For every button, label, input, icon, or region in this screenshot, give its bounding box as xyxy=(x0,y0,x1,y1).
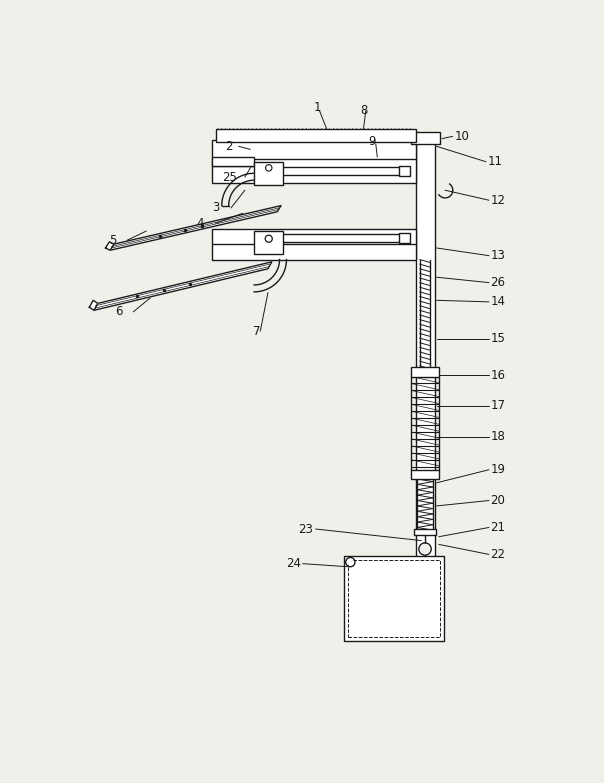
Text: 1: 1 xyxy=(314,101,322,114)
Text: 23: 23 xyxy=(298,522,313,536)
Text: 25: 25 xyxy=(222,171,237,184)
Bar xyxy=(212,140,416,182)
Text: 12: 12 xyxy=(490,193,506,207)
Text: 16: 16 xyxy=(490,369,506,381)
Bar xyxy=(411,470,439,479)
Text: 5: 5 xyxy=(109,234,117,247)
Text: 26: 26 xyxy=(490,276,506,289)
Bar xyxy=(216,128,416,143)
Circle shape xyxy=(267,166,271,170)
Text: 20: 20 xyxy=(490,494,506,507)
Polygon shape xyxy=(89,301,98,310)
Text: 15: 15 xyxy=(490,332,506,345)
Bar xyxy=(212,229,416,259)
Bar xyxy=(212,157,254,166)
Text: 13: 13 xyxy=(490,249,506,262)
Text: 21: 21 xyxy=(490,521,506,534)
Circle shape xyxy=(421,545,429,553)
Text: 19: 19 xyxy=(490,464,506,476)
Polygon shape xyxy=(110,206,281,251)
Bar xyxy=(348,560,440,637)
Text: 8: 8 xyxy=(361,104,368,117)
Text: 6: 6 xyxy=(115,305,123,319)
Text: 17: 17 xyxy=(490,399,506,413)
Circle shape xyxy=(266,164,272,171)
Polygon shape xyxy=(106,242,114,251)
Bar xyxy=(399,165,410,176)
Bar xyxy=(416,140,435,593)
Bar xyxy=(414,529,436,535)
Text: 11: 11 xyxy=(487,155,503,168)
Text: 18: 18 xyxy=(490,430,506,443)
Bar xyxy=(344,556,445,640)
Text: 9: 9 xyxy=(368,135,376,148)
Text: 22: 22 xyxy=(490,548,506,561)
Bar xyxy=(411,367,439,377)
Text: 3: 3 xyxy=(212,201,219,215)
Bar xyxy=(254,162,283,185)
Text: 2: 2 xyxy=(226,140,233,153)
Text: 14: 14 xyxy=(490,295,506,309)
Text: 10: 10 xyxy=(454,130,469,143)
Bar xyxy=(254,231,283,254)
Polygon shape xyxy=(94,262,272,310)
Circle shape xyxy=(348,559,353,565)
Bar xyxy=(411,132,440,144)
Text: 4: 4 xyxy=(196,217,204,230)
Circle shape xyxy=(266,236,271,241)
Bar xyxy=(399,233,410,244)
Text: 24: 24 xyxy=(286,557,301,570)
Text: 7: 7 xyxy=(252,325,260,337)
Circle shape xyxy=(265,235,272,242)
